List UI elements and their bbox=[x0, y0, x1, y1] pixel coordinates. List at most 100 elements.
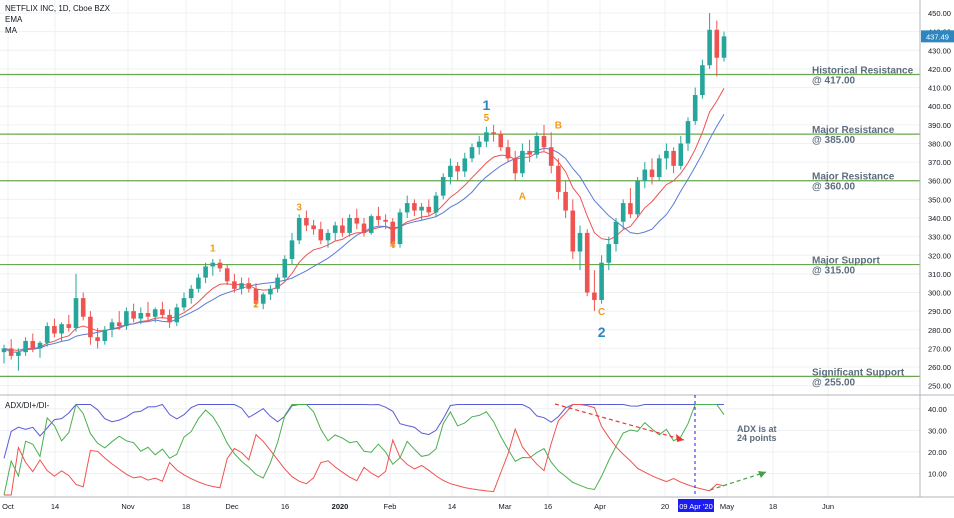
candle-body bbox=[124, 311, 129, 327]
candle-body bbox=[678, 143, 684, 166]
wave-label: C bbox=[598, 307, 605, 318]
candle-body bbox=[246, 283, 252, 289]
price-tick-label: 400.00 bbox=[928, 102, 951, 111]
time-tick-label: 20 bbox=[661, 502, 669, 511]
price-tick-label: 340.00 bbox=[928, 214, 951, 223]
price-tick-label: 300.00 bbox=[928, 289, 951, 298]
candle-body bbox=[498, 134, 504, 148]
candle-body bbox=[282, 258, 288, 278]
date-highlight-box bbox=[678, 499, 714, 512]
candle-body bbox=[73, 298, 79, 328]
indicator-title: ADX/DI+/DI- bbox=[5, 401, 50, 410]
price-tick-label: 330.00 bbox=[928, 233, 951, 242]
price-tick-label: 360.00 bbox=[928, 177, 951, 186]
grid-layer bbox=[0, 0, 920, 497]
candle-body bbox=[534, 136, 540, 155]
candle-body bbox=[289, 240, 295, 259]
candle-body bbox=[268, 288, 273, 295]
time-tick-label: 16 bbox=[281, 502, 289, 511]
candle-body bbox=[354, 217, 360, 224]
candle-body bbox=[232, 281, 237, 289]
candle-body bbox=[484, 132, 489, 142]
candle-body bbox=[210, 262, 216, 267]
time-tick-label: May bbox=[720, 502, 734, 511]
candle-body bbox=[383, 219, 388, 222]
candle-body bbox=[462, 158, 468, 172]
candle-body bbox=[635, 180, 640, 215]
candle-body bbox=[541, 136, 547, 148]
candle-body bbox=[325, 232, 331, 241]
candle-body bbox=[1, 348, 7, 353]
candle-body bbox=[311, 225, 316, 230]
green-arrow-head bbox=[758, 471, 766, 478]
candle-body bbox=[649, 169, 655, 178]
candle-body bbox=[440, 177, 446, 196]
time-tick-label: 2020 bbox=[332, 502, 349, 511]
adx-line bbox=[3, 403, 724, 459]
level-label-title: Major Support bbox=[812, 256, 880, 267]
candle-body bbox=[642, 169, 648, 181]
price-tick-label: 420.00 bbox=[928, 65, 951, 74]
candle-body bbox=[548, 147, 554, 166]
candle-body bbox=[138, 313, 144, 319]
candle-body bbox=[37, 342, 43, 349]
candle-body bbox=[570, 210, 576, 252]
level-label-title: Major Resistance bbox=[812, 172, 895, 183]
candle-body bbox=[606, 244, 612, 263]
candle-body bbox=[469, 147, 475, 159]
date-highlight-label: 09 Apr '20 bbox=[679, 502, 713, 511]
price-tick-label: 430.00 bbox=[928, 46, 951, 55]
candle-body bbox=[145, 313, 151, 317]
wave-label: 2 bbox=[253, 299, 259, 310]
candle-body bbox=[340, 225, 345, 233]
candle-body bbox=[527, 150, 532, 155]
candle-body bbox=[95, 337, 100, 341]
candle-body bbox=[23, 340, 28, 353]
candle-body bbox=[260, 294, 266, 304]
candle-body bbox=[44, 326, 50, 343]
last-price-label: 437.49 bbox=[926, 32, 949, 41]
candle-body bbox=[556, 165, 561, 192]
indicator-tick-label: 20.00 bbox=[928, 448, 947, 457]
price-tick-label: 310.00 bbox=[928, 270, 951, 279]
price-tick-label: 350.00 bbox=[928, 195, 951, 204]
candle-body bbox=[476, 141, 482, 148]
indicator-layer: 40.00 30.00 20.00 10.00 bbox=[0, 403, 947, 496]
candle-body bbox=[376, 216, 381, 220]
candle-body bbox=[80, 298, 86, 317]
candle-body bbox=[628, 203, 633, 215]
candle-body bbox=[167, 314, 172, 323]
candle-body bbox=[304, 217, 309, 226]
wave-label: 3 bbox=[296, 203, 302, 214]
price-tick-label: 250.00 bbox=[928, 382, 951, 391]
candle-body bbox=[671, 150, 676, 166]
time-tick-label: Jun bbox=[822, 502, 834, 511]
candle-body bbox=[239, 283, 244, 289]
time-tick-label: Feb bbox=[384, 502, 397, 511]
candle-body bbox=[217, 262, 223, 269]
red-arrow-head bbox=[676, 434, 684, 442]
indicator-tick-label: 40.00 bbox=[928, 405, 947, 414]
wave-label: 1 bbox=[483, 97, 491, 113]
level-label-title: Major Resistance bbox=[812, 125, 895, 136]
last-price-tag bbox=[921, 30, 954, 43]
candle-body bbox=[181, 298, 187, 308]
candle-body bbox=[584, 232, 590, 293]
candle-body bbox=[275, 277, 280, 289]
candle-body bbox=[174, 307, 180, 323]
candle-body bbox=[131, 311, 136, 319]
time-tick-label: Nov bbox=[121, 502, 135, 511]
price-tick-label: 410.00 bbox=[928, 84, 951, 93]
adx-note-line1: ADX is at bbox=[737, 424, 777, 434]
wave-label: 5 bbox=[484, 113, 490, 124]
candle-body bbox=[8, 348, 14, 356]
candle-body bbox=[512, 158, 518, 174]
candle-body bbox=[620, 203, 626, 222]
price-tick-label: 290.00 bbox=[928, 307, 951, 316]
candle-body bbox=[656, 158, 662, 178]
level-labels: Historical Resistance@ 417.00 Major Resis… bbox=[812, 66, 914, 389]
indicator-tick-label: 30.00 bbox=[928, 426, 947, 435]
candle-body bbox=[426, 206, 432, 213]
